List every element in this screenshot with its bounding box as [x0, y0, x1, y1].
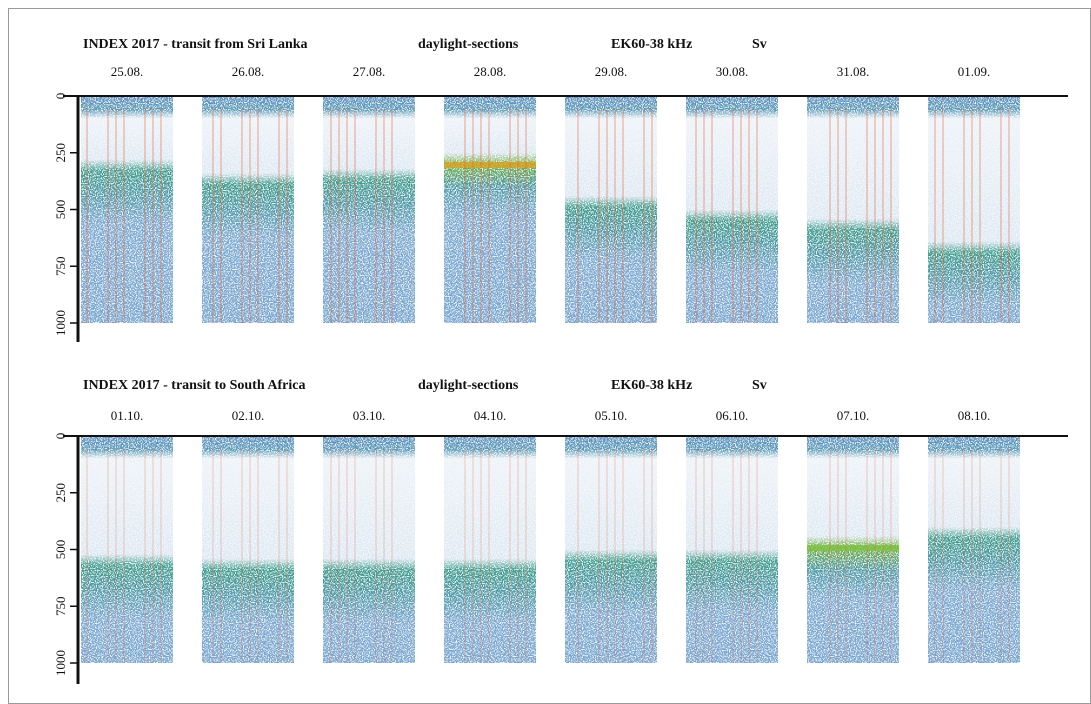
- date-label: 28.08.: [474, 64, 507, 79]
- echogram-field: [444, 96, 536, 323]
- echogram: [686, 436, 778, 663]
- y-tick-label: 500: [53, 200, 68, 220]
- panel-variable: Sv: [752, 378, 767, 393]
- date-label: 07.10.: [837, 408, 870, 423]
- y-tick-label: 1000: [53, 310, 68, 336]
- y-tick-label: 250: [53, 143, 68, 163]
- date-label: 29.08.: [595, 64, 628, 79]
- y-tick-label: 0: [53, 93, 68, 100]
- echogram: [928, 436, 1020, 663]
- echogram-field: [565, 436, 657, 663]
- echogram-layer: [807, 544, 899, 551]
- echogram: [928, 96, 1020, 323]
- echogram: [444, 96, 536, 323]
- date-label: 03.10.: [353, 408, 386, 423]
- echogram-field: [928, 436, 1020, 663]
- echogram: [323, 96, 415, 323]
- echogram: [686, 96, 778, 323]
- date-label: 08.10.: [958, 408, 991, 423]
- echogram-field: [444, 436, 536, 663]
- date-label: 30.08.: [716, 64, 749, 79]
- y-tick-label: 0: [53, 433, 68, 440]
- echogram: [81, 436, 173, 663]
- panel-variable: Sv: [752, 37, 767, 52]
- date-label: 01.09.: [958, 64, 991, 79]
- date-label: 02.10.: [232, 408, 265, 423]
- date-label: 26.08.: [232, 64, 265, 79]
- date-label: 04.10.: [474, 408, 507, 423]
- echogram: [565, 436, 657, 663]
- echogram-field: [202, 96, 294, 323]
- panel-instrument: EK60-38 kHz: [611, 37, 692, 52]
- echogram-field: [928, 96, 1020, 323]
- y-tick-label: 750: [53, 257, 68, 277]
- echogram-layer: [444, 161, 536, 168]
- echogram: [202, 96, 294, 323]
- echogram: [323, 436, 415, 663]
- echogram-field: [81, 436, 173, 663]
- echogram-field: [807, 96, 899, 323]
- echogram: [202, 436, 294, 663]
- echogram-field: [323, 436, 415, 663]
- date-label: 27.08.: [353, 64, 386, 79]
- echogram: [81, 96, 173, 323]
- echogram-field: [686, 96, 778, 323]
- date-label: 06.10.: [716, 408, 749, 423]
- y-tick-label: 1000: [53, 650, 68, 676]
- echogram: [807, 96, 899, 323]
- panel-mode: daylight-sections: [418, 37, 519, 52]
- echogram-field: [202, 436, 294, 663]
- panel-instrument: EK60-38 kHz: [611, 378, 692, 393]
- echogram: [807, 436, 899, 663]
- y-tick-label: 250: [53, 483, 68, 503]
- y-tick-label: 500: [53, 540, 68, 560]
- echogram-field: [81, 96, 173, 323]
- date-label: 31.08.: [837, 64, 870, 79]
- panel-title: INDEX 2017 - transit to South Africa: [83, 378, 305, 393]
- date-label: 01.10.: [111, 408, 144, 423]
- date-label: 05.10.: [595, 408, 628, 423]
- date-label: 25.08.: [111, 64, 144, 79]
- echogram: [444, 436, 536, 663]
- panel-mode: daylight-sections: [418, 378, 519, 393]
- panel-title: INDEX 2017 - transit from Sri Lanka: [83, 37, 308, 52]
- echogram-field: [323, 96, 415, 323]
- echogram-field: [565, 96, 657, 323]
- echogram: [565, 96, 657, 323]
- echogram-field: [686, 436, 778, 663]
- y-tick-label: 750: [53, 597, 68, 617]
